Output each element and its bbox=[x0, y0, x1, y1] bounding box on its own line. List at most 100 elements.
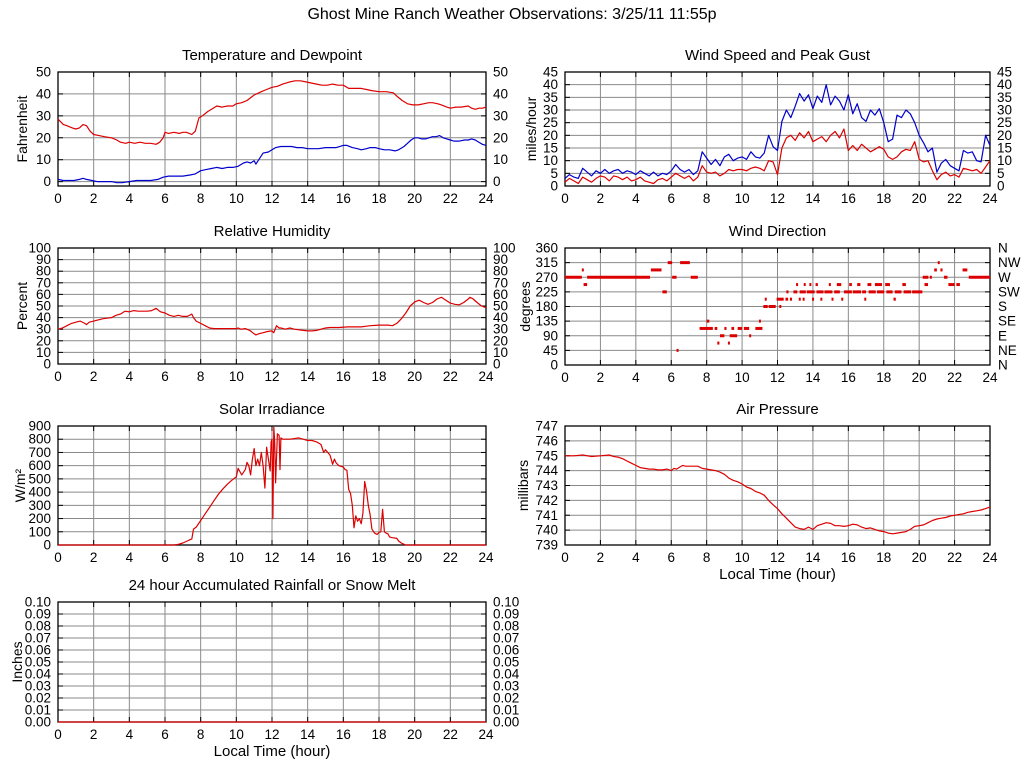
y-tick-label: 100 bbox=[28, 241, 51, 256]
chart-title: Solar Irradiance bbox=[219, 401, 325, 418]
y-tick-label: 225 bbox=[535, 284, 558, 299]
y-tick-label: 40 bbox=[36, 310, 51, 325]
x-tick-label: 10 bbox=[229, 727, 244, 742]
y-tick-label-right: 10 bbox=[493, 152, 508, 167]
x-tick-label: 14 bbox=[805, 550, 821, 565]
y-tick-label-right: 20 bbox=[997, 128, 1012, 143]
x-tick-label: 8 bbox=[197, 369, 205, 384]
x-tick-label: 14 bbox=[805, 191, 821, 206]
x-tick-label: 2 bbox=[90, 369, 98, 384]
page-title: Ghost Mine Ranch Weather Observations: 3… bbox=[307, 6, 717, 23]
y-tick-label: 741 bbox=[535, 508, 558, 523]
x-tick-label: 22 bbox=[947, 370, 962, 385]
y-tick-label-right: 0.10 bbox=[493, 595, 519, 610]
x-tick-label: 16 bbox=[336, 191, 351, 206]
x-tick-label: 0 bbox=[54, 191, 62, 206]
chart-title: Temperature and Dewpoint bbox=[182, 47, 363, 64]
y-tick-label: 739 bbox=[535, 538, 558, 553]
x-tick-label: 10 bbox=[735, 370, 750, 385]
x-tick-label: 16 bbox=[841, 191, 856, 206]
y-tick-label-right: 35 bbox=[997, 90, 1012, 105]
chart-pressure: 0 2 4 6 8 10 12 14 16 18 20 22 247397407417427437447… bbox=[515, 401, 998, 583]
x-tick-label: 6 bbox=[667, 550, 675, 565]
x-tick-label: 16 bbox=[336, 369, 351, 384]
x-tick-label: 8 bbox=[197, 550, 205, 565]
y-tick-label: 135 bbox=[535, 314, 558, 329]
y-tick-label: 10 bbox=[36, 152, 51, 167]
y-tick-label-right: 0 bbox=[493, 357, 501, 372]
y-tick-label: 360 bbox=[535, 241, 558, 256]
y-tick-label: 700 bbox=[28, 445, 51, 460]
y-tick-label-right: 80 bbox=[493, 264, 508, 279]
x-tick-label: 0 bbox=[54, 727, 62, 742]
y-tick-label: 745 bbox=[535, 448, 558, 463]
y-tick-label: 0 bbox=[550, 358, 558, 373]
compass-label: SE bbox=[998, 314, 1016, 329]
x-tick-label: 22 bbox=[443, 550, 458, 565]
plot-border bbox=[564, 71, 991, 187]
y-tick-label: 5 bbox=[550, 166, 558, 181]
y-axis-title: millibars bbox=[515, 460, 531, 511]
y-tick-label: 500 bbox=[28, 471, 51, 486]
x-tick-label: 6 bbox=[161, 369, 169, 384]
x-tick-label: 24 bbox=[982, 191, 998, 206]
y-tick-label: 742 bbox=[535, 493, 558, 508]
x-tick-label: 6 bbox=[161, 727, 169, 742]
y-tick-label: 0.08 bbox=[25, 619, 51, 634]
y-tick-label: 743 bbox=[535, 478, 558, 493]
x-tick-label: 22 bbox=[443, 191, 458, 206]
y-tick-label: 15 bbox=[543, 141, 558, 156]
compass-label: N bbox=[998, 241, 1008, 256]
y-tick-label: 60 bbox=[36, 287, 51, 302]
y-tick-label: 30 bbox=[36, 108, 51, 123]
chart-title: 24 hour Accumulated Rainfall or Snow Mel… bbox=[129, 577, 417, 594]
chart-title: Air Pressure bbox=[736, 401, 819, 418]
x-tick-label: 24 bbox=[478, 550, 494, 565]
y-tick-label: 800 bbox=[28, 432, 51, 447]
x-tick-label: 12 bbox=[770, 191, 785, 206]
y-tick-label: 45 bbox=[543, 343, 558, 358]
y-tick-label-right: 20 bbox=[493, 333, 508, 348]
y-tick-label-right: 0.03 bbox=[493, 679, 519, 694]
x-tick-label: 24 bbox=[982, 550, 998, 565]
chart-title: Wind Direction bbox=[729, 223, 827, 240]
x-tick-label: 16 bbox=[841, 370, 856, 385]
y-tick-label: 20 bbox=[36, 333, 51, 348]
y-tick-label: 0 bbox=[43, 538, 51, 553]
y-tick-label-right: 60 bbox=[493, 287, 508, 302]
y-tick-label: 0.01 bbox=[25, 703, 51, 718]
compass-label: E bbox=[998, 328, 1007, 343]
plot-border bbox=[57, 425, 487, 546]
x-tick-label: 22 bbox=[947, 550, 962, 565]
y-tick-label: 900 bbox=[28, 419, 51, 434]
y-tick-label: 0.10 bbox=[25, 595, 51, 610]
y-tick-label: 0.00 bbox=[25, 715, 51, 730]
y-tick-label-right: 70 bbox=[493, 275, 508, 290]
y-tick-label-right: 30 bbox=[493, 108, 508, 123]
x-tick-label: 20 bbox=[407, 550, 422, 565]
y-tick-label: 0.05 bbox=[25, 655, 51, 670]
x-tick-label: 18 bbox=[371, 191, 386, 206]
x-tick-label: 0 bbox=[561, 191, 569, 206]
x-tick-label: 12 bbox=[770, 550, 785, 565]
x-tick-label: 10 bbox=[229, 550, 244, 565]
x-tick-label: 20 bbox=[407, 191, 422, 206]
y-tick-label: 747 bbox=[535, 419, 558, 434]
y-tick-label: 0 bbox=[550, 179, 558, 194]
y-tick-label-right: 10 bbox=[493, 345, 508, 360]
y-tick-label-right: 30 bbox=[493, 322, 508, 337]
y-tick-label: 744 bbox=[535, 463, 558, 478]
series-line-relative-humidity bbox=[57, 296, 487, 336]
series-line-temperature bbox=[57, 80, 487, 145]
y-tick-label: 35 bbox=[543, 90, 558, 105]
x-tick-label: 12 bbox=[264, 191, 279, 206]
x-tick-label: 18 bbox=[876, 191, 891, 206]
x-tick-label: 4 bbox=[126, 727, 134, 742]
x-tick-label: 14 bbox=[300, 369, 316, 384]
chart-solar: 0 2 4 6 8 10 12 14 16 18 20 22 240100200300400500600… bbox=[12, 401, 494, 565]
compass-label: N bbox=[998, 358, 1008, 373]
y-tick-label-right: 0.05 bbox=[493, 655, 519, 670]
x-tick-label: 24 bbox=[478, 369, 494, 384]
x-tick-label: 4 bbox=[126, 369, 134, 384]
